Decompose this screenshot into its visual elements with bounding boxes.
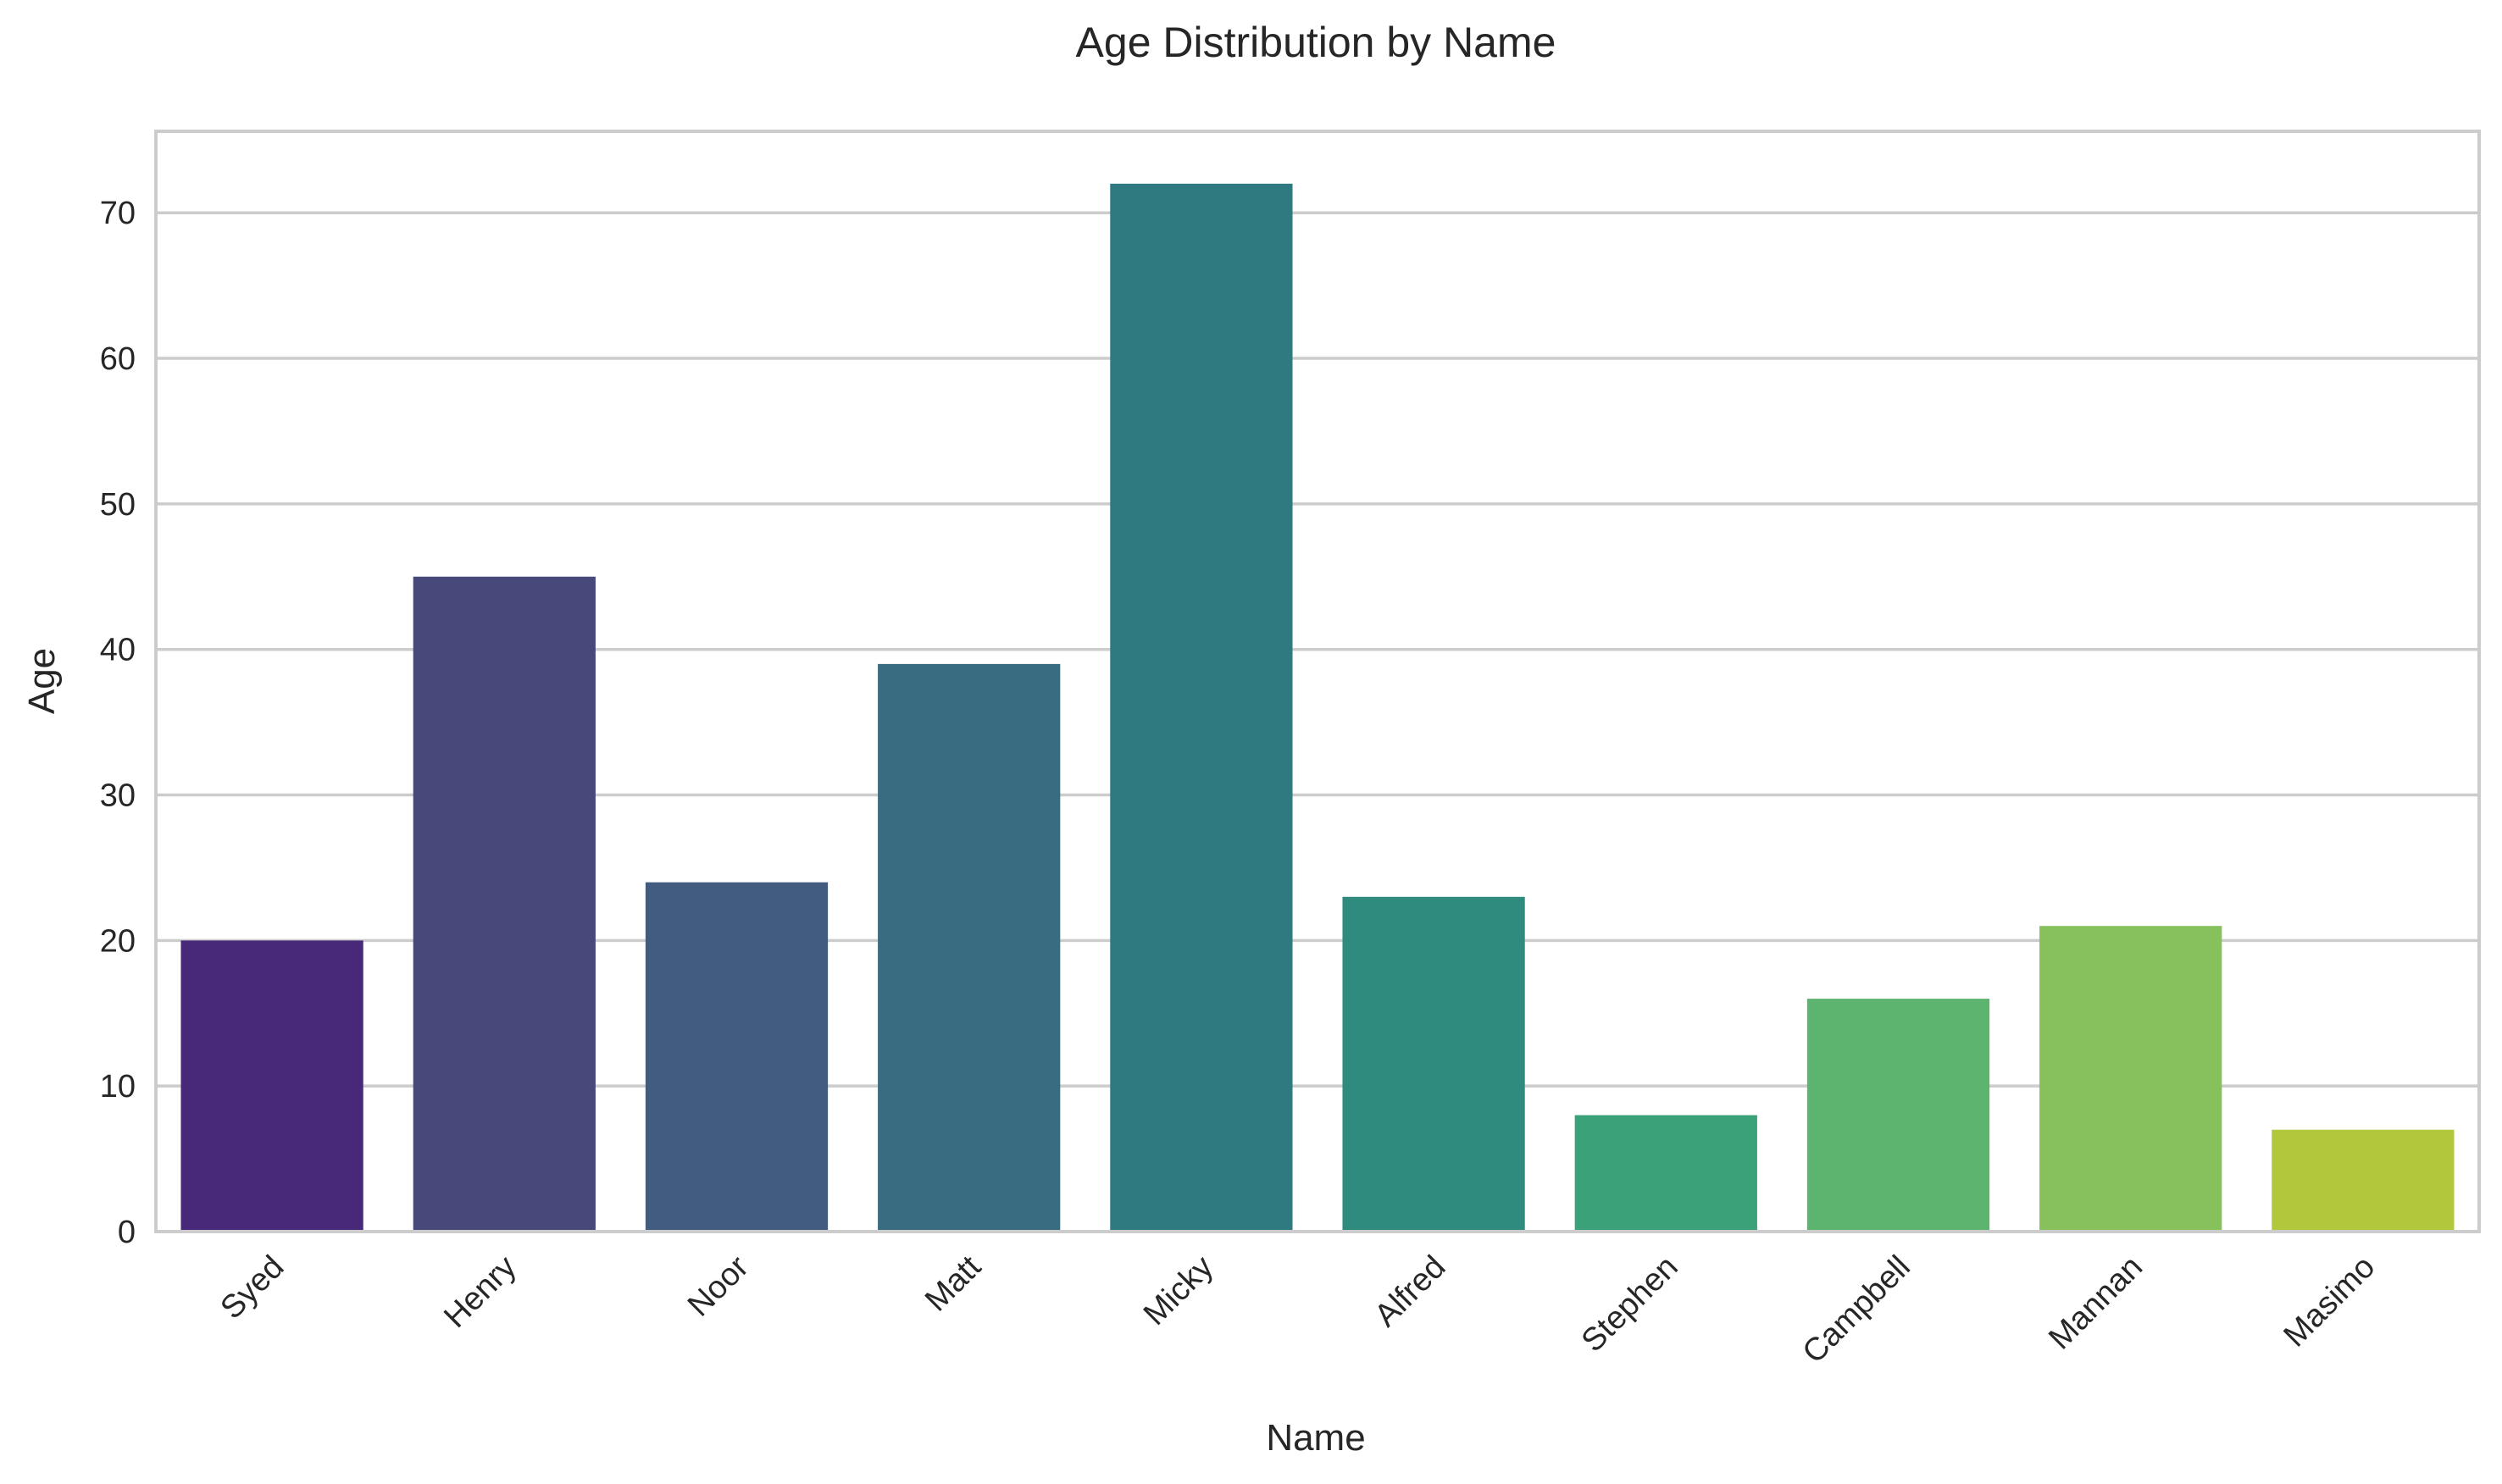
bars (180, 183, 2455, 1232)
bar-mannan (2039, 926, 2222, 1232)
bar-alfred (1342, 896, 1525, 1232)
bar-stephen (1574, 1115, 1757, 1232)
plot-frame (154, 130, 2481, 1233)
bar-campbell (1806, 999, 1990, 1232)
y-tick-label: 60 (100, 341, 136, 377)
bar-masimo (2272, 1129, 2455, 1232)
bar-noor (645, 882, 829, 1232)
y-axis-label: Age (21, 648, 63, 714)
y-tick-labels: 0 10 20 30 40 50 60 70 (100, 196, 136, 1250)
y-tick-label: 70 (100, 196, 136, 231)
y-tick-label: 30 (100, 778, 136, 814)
bar-henry (413, 576, 596, 1232)
y-tick-label: 10 (100, 1069, 136, 1105)
x-axis-label: Name (1266, 1417, 1365, 1459)
y-tick-label: 0 (118, 1215, 136, 1250)
chart-title: Age Distribution by Name (1076, 19, 1556, 66)
y-tick-label: 50 (100, 487, 136, 523)
y-tick-label: 40 (100, 633, 136, 668)
bar-matt (878, 663, 1061, 1232)
bar-syed (180, 940, 363, 1232)
y-tick-label: 20 (100, 923, 136, 959)
bar-micky (1110, 183, 1293, 1232)
